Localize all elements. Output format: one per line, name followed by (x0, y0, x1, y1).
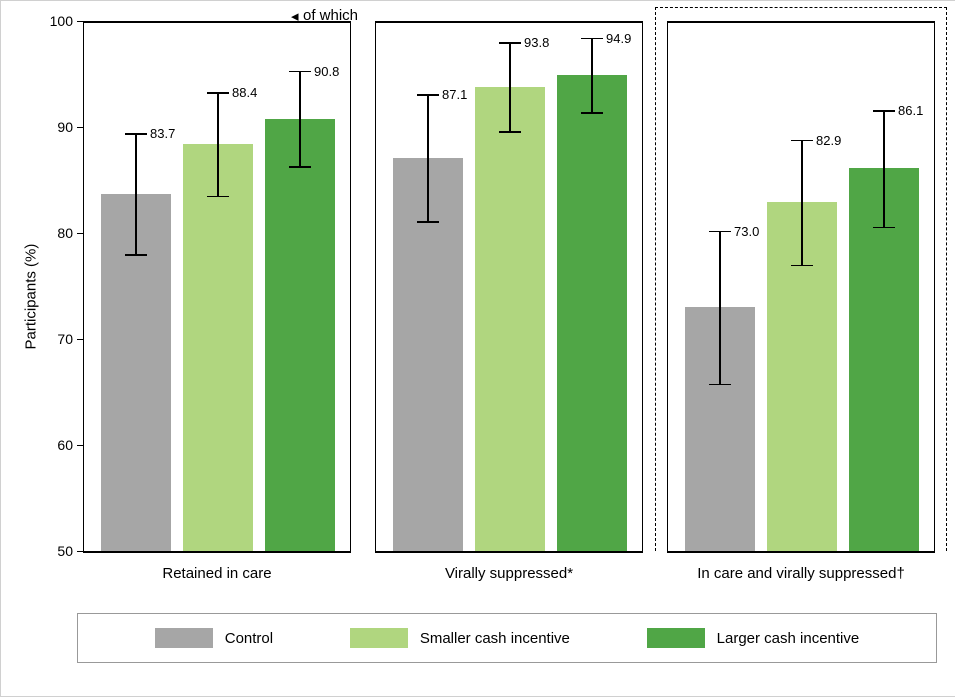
group-label: Virally suppressed* (379, 565, 639, 582)
error-cap-top (709, 231, 731, 233)
error-bar (801, 140, 803, 265)
bar (475, 87, 545, 551)
error-cap-bottom (873, 227, 895, 229)
error-cap-top (499, 42, 521, 44)
bar-value-label: 90.8 (314, 64, 339, 79)
panel-baseline (375, 551, 643, 553)
bar-value-label: 86.1 (898, 103, 923, 118)
error-bar (591, 38, 593, 112)
error-cap-top (417, 94, 439, 96)
legend-label: Control (225, 630, 273, 647)
panel-baseline (667, 551, 935, 553)
legend-item: Smaller cash incentive (350, 628, 570, 648)
error-bar (217, 92, 219, 196)
y-tick-label: 50 (33, 543, 73, 559)
group-label: Retained in care (87, 565, 347, 582)
error-cap-bottom (289, 166, 311, 168)
legend-label: Larger cash incentive (717, 630, 860, 647)
error-bar (135, 133, 137, 254)
bar (183, 144, 253, 551)
error-cap-bottom (709, 384, 731, 386)
bar-value-label: 88.4 (232, 85, 257, 100)
error-cap-bottom (791, 265, 813, 267)
bar-value-label: 82.9 (816, 133, 841, 148)
legend-swatch (647, 628, 705, 648)
error-bar (299, 71, 301, 166)
bar (265, 119, 335, 551)
legend-item: Control (155, 628, 273, 648)
error-bar (427, 94, 429, 221)
error-cap-bottom (125, 254, 147, 256)
bar-value-label: 94.9 (606, 31, 631, 46)
error-cap-bottom (207, 196, 229, 198)
y-tick-label: 90 (33, 119, 73, 135)
error-cap-top (791, 140, 813, 142)
legend-swatch (155, 628, 213, 648)
y-tick-label: 60 (33, 437, 73, 453)
annotation-text: of which (303, 7, 358, 24)
bar-value-label: 87.1 (442, 87, 467, 102)
y-tick-label: 70 (33, 331, 73, 347)
error-cap-top (125, 133, 147, 135)
error-cap-top (289, 71, 311, 73)
bar (557, 75, 627, 551)
error-cap-top (207, 92, 229, 94)
bar-value-label: 93.8 (524, 35, 549, 50)
panel-baseline (83, 551, 351, 553)
bar-value-label: 73.0 (734, 224, 759, 239)
error-cap-top (581, 38, 603, 40)
error-bar (883, 110, 885, 227)
legend-label: Smaller cash incentive (420, 630, 570, 647)
error-cap-bottom (499, 131, 521, 133)
error-cap-bottom (581, 112, 603, 114)
chart-container: Participants (%) 5060708090100 83.788.49… (0, 0, 955, 697)
y-tick-label: 100 (33, 13, 73, 29)
y-tick-label: 80 (33, 225, 73, 241)
legend-item: Larger cash incentive (647, 628, 860, 648)
legend-swatch (350, 628, 408, 648)
group-label: In care and virally suppressed† (671, 565, 931, 582)
error-bar (509, 42, 511, 131)
error-cap-top (873, 110, 895, 112)
error-bar (719, 231, 721, 384)
pointer-icon: ◂ (291, 7, 299, 25)
legend: Control Smaller cash incentive Larger cash… (77, 613, 937, 663)
error-cap-bottom (417, 221, 439, 223)
bar-value-label: 83.7 (150, 126, 175, 141)
